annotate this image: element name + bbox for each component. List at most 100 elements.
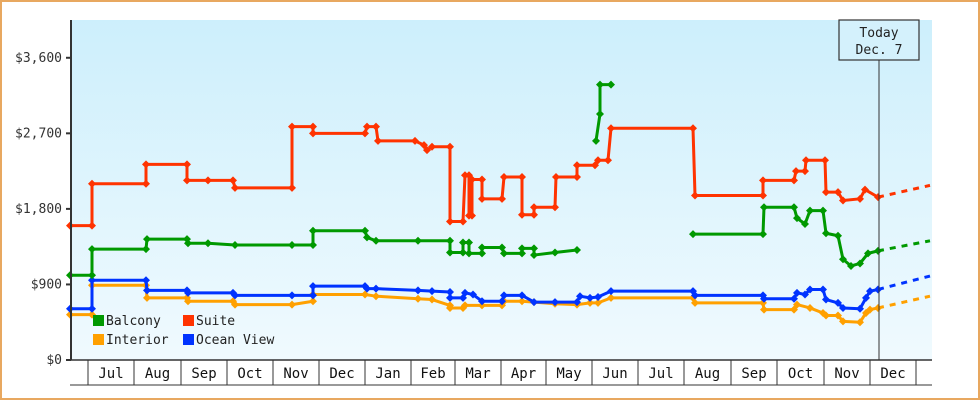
data-point[interactable]	[594, 293, 602, 302]
data-point[interactable]	[500, 172, 508, 181]
data-point[interactable]	[760, 203, 768, 212]
data-point[interactable]	[142, 245, 150, 254]
data-point[interactable]	[839, 255, 847, 264]
data-point[interactable]	[586, 298, 594, 307]
data-point[interactable]	[446, 248, 454, 257]
data-point[interactable]	[204, 176, 212, 185]
data-point[interactable]	[420, 141, 428, 150]
data-point[interactable]	[691, 291, 699, 300]
data-point[interactable]	[88, 179, 96, 188]
data-point[interactable]	[184, 288, 192, 297]
data-point[interactable]	[856, 259, 864, 268]
data-point[interactable]	[793, 300, 801, 309]
data-point[interactable]	[592, 136, 600, 145]
data-point[interactable]	[461, 301, 469, 310]
data-point[interactable]	[689, 230, 697, 239]
data-point[interactable]	[361, 129, 369, 138]
data-point[interactable]	[446, 288, 454, 296]
data-point[interactable]	[498, 194, 506, 203]
data-point[interactable]	[834, 231, 842, 240]
data-point[interactable]	[372, 122, 380, 131]
data-point[interactable]	[478, 297, 486, 306]
data-point[interactable]	[573, 298, 581, 307]
data-point[interactable]	[607, 293, 615, 302]
data-point[interactable]	[834, 188, 842, 197]
data-point[interactable]	[839, 303, 847, 312]
data-point[interactable]	[861, 185, 869, 194]
data-point[interactable]	[446, 236, 454, 245]
data-point[interactable]	[372, 236, 380, 245]
data-point[interactable]	[372, 284, 380, 293]
data-point[interactable]	[759, 230, 767, 239]
data-point[interactable]	[459, 238, 467, 247]
data-point[interactable]	[604, 156, 612, 165]
data-point[interactable]	[573, 246, 581, 255]
data-point[interactable]	[596, 110, 604, 119]
data-point[interactable]	[309, 226, 317, 235]
data-point[interactable]	[288, 240, 296, 249]
data-point[interactable]	[596, 80, 604, 89]
data-point[interactable]	[469, 290, 477, 299]
data-point[interactable]	[790, 203, 798, 212]
data-point[interactable]	[790, 294, 798, 303]
data-point[interactable]	[839, 196, 847, 205]
data-point[interactable]	[594, 156, 602, 165]
data-point[interactable]	[414, 236, 422, 245]
data-point[interactable]	[862, 293, 870, 302]
data-point[interactable]	[822, 229, 830, 238]
data-point[interactable]	[864, 249, 872, 258]
data-point[interactable]	[834, 311, 842, 320]
data-point[interactable]	[461, 288, 469, 297]
data-point[interactable]	[518, 210, 526, 219]
data-point[interactable]	[691, 191, 699, 200]
legend-item-suite[interactable]: Suite	[183, 314, 235, 329]
data-point[interactable]	[518, 291, 526, 300]
data-point[interactable]	[822, 311, 830, 320]
data-point[interactable]	[309, 240, 317, 249]
data-point[interactable]	[793, 288, 801, 297]
data-point[interactable]	[551, 298, 559, 307]
data-point[interactable]	[309, 282, 317, 291]
data-point[interactable]	[468, 175, 476, 184]
data-point[interactable]	[183, 176, 191, 185]
data-point[interactable]	[691, 298, 699, 307]
data-point[interactable]	[231, 291, 239, 300]
data-point[interactable]	[88, 271, 96, 280]
data-point[interactable]	[760, 294, 768, 303]
data-point[interactable]	[819, 206, 827, 215]
data-point[interactable]	[288, 183, 296, 192]
data-point[interactable]	[428, 287, 436, 296]
data-point[interactable]	[801, 290, 809, 299]
legend-item-balcony[interactable]: Balcony	[93, 314, 161, 329]
data-point[interactable]	[594, 298, 602, 307]
data-point[interactable]	[530, 203, 538, 212]
data-point[interactable]	[586, 293, 594, 302]
data-point[interactable]	[478, 301, 486, 310]
data-point[interactable]	[288, 291, 296, 300]
data-point[interactable]	[361, 226, 369, 235]
data-point[interactable]	[183, 160, 191, 169]
data-point[interactable]	[459, 217, 467, 226]
data-point[interactable]	[573, 172, 581, 181]
data-point[interactable]	[793, 214, 801, 223]
data-point[interactable]	[607, 80, 615, 89]
data-point[interactable]	[414, 294, 422, 303]
data-point[interactable]	[792, 167, 800, 176]
data-point[interactable]	[204, 239, 212, 248]
data-point[interactable]	[184, 297, 192, 306]
data-point[interactable]	[142, 179, 150, 188]
data-point[interactable]	[591, 161, 599, 170]
data-point[interactable]	[847, 261, 855, 270]
data-point[interactable]	[822, 188, 830, 197]
data-point[interactable]	[143, 286, 151, 295]
data-point[interactable]	[309, 297, 317, 306]
data-point[interactable]	[468, 211, 476, 220]
data-point[interactable]	[478, 194, 486, 203]
data-point[interactable]	[142, 276, 150, 285]
data-point[interactable]	[423, 146, 431, 155]
data-point[interactable]	[288, 300, 296, 309]
data-point[interactable]	[801, 167, 809, 176]
data-point[interactable]	[363, 284, 371, 293]
data-point[interactable]	[231, 240, 239, 249]
data-point[interactable]	[428, 295, 436, 304]
